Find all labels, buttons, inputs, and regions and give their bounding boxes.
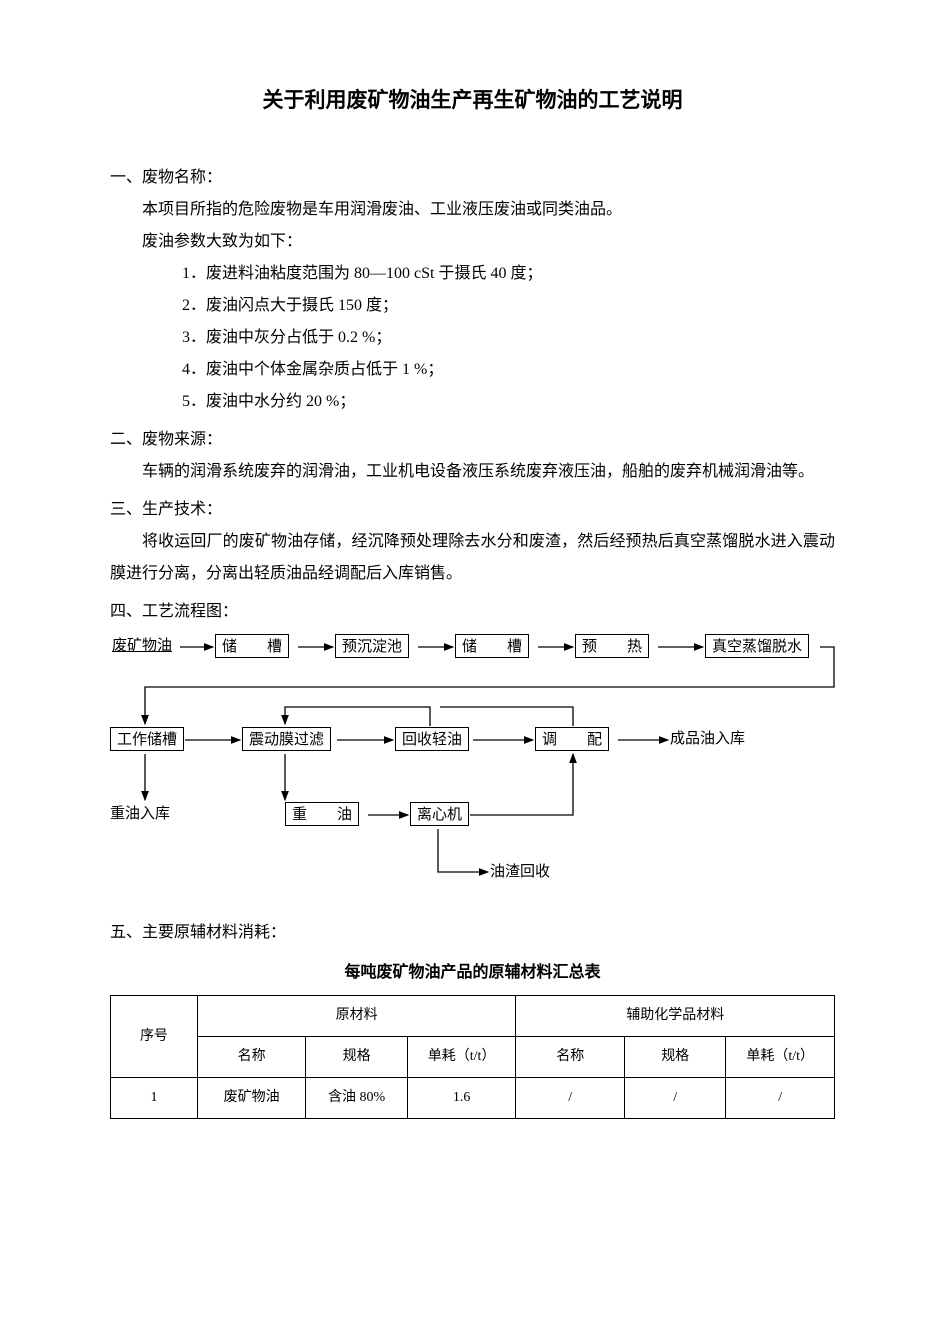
section-1-item-3: 3．废油中灰分占低于 0.2 %； [110,322,835,354]
flowchart-container: 废矿物油 储 槽 预沉淀池 储 槽 预 热 真空蒸馏脱水 工作储槽 震动膜过滤 … [110,632,835,887]
th-raw-unit: 单耗（t/t） [407,1037,516,1078]
th-raw-spec: 规格 [306,1037,407,1078]
section-1-item-1: 1．废进料油粘度范围为 80—100 cSt 于摄氏 40 度； [110,258,835,290]
section-2-p1: 车辆的润滑系统废弃的润滑油，工业机电设备液压系统废弃液压油，船舶的废弃机械润滑油… [110,456,835,488]
section-3-heading: 三、生产技术： [110,494,835,526]
cell-seq: 1 [111,1078,198,1119]
section-4-heading: 四、工艺流程图： [110,596,835,628]
cell-raw-unit: 1.6 [407,1078,516,1119]
th-aux-spec: 规格 [625,1037,726,1078]
cell-aux-name: / [516,1078,625,1119]
table-row: 1 废矿物油 含油 80% 1.6 / / / [111,1078,835,1119]
table-header-row-2: 名称 规格 单耗（t/t） 名称 规格 单耗（t/t） [111,1037,835,1078]
table-header-row-1: 序号 原材料 辅助化学品材料 [111,996,835,1037]
section-5-heading: 五、主要原辅材料消耗： [110,917,835,949]
page-title: 关于利用废矿物油生产再生矿物油的工艺说明 [110,80,835,122]
th-raw: 原材料 [197,996,516,1037]
section-3-p1: 将收运回厂的废矿物油存储，经沉降预处理除去水分和废渣，然后经预热后真空蒸馏脱水进… [110,526,835,590]
cell-raw-spec: 含油 80% [306,1078,407,1119]
materials-table: 序号 原材料 辅助化学品材料 名称 规格 单耗（t/t） 名称 规格 单耗（t/… [110,995,835,1119]
section-2-heading: 二、废物来源： [110,424,835,456]
th-aux-name: 名称 [516,1037,625,1078]
section-1-p1: 本项目所指的危险废物是车用润滑废油、工业液压废油或同类油品。 [110,194,835,226]
cell-raw-name: 废矿物油 [197,1078,306,1119]
section-1-item-5: 5．废油中水分约 20 %； [110,386,835,418]
cell-aux-unit: / [726,1078,835,1119]
table-title: 每吨废矿物油产品的原辅材料汇总表 [110,957,835,989]
section-1-item-2: 2．废油闪点大于摄氏 150 度； [110,290,835,322]
section-1-p2: 废油参数大致为如下： [110,226,835,258]
th-aux: 辅助化学品材料 [516,996,835,1037]
th-aux-unit: 单耗（t/t） [726,1037,835,1078]
flowchart-svg [110,632,835,887]
th-raw-name: 名称 [197,1037,306,1078]
cell-aux-spec: / [625,1078,726,1119]
th-seq: 序号 [111,996,198,1078]
section-1-heading: 一、废物名称： [110,162,835,194]
section-1-item-4: 4．废油中个体金属杂质占低于 1 %； [110,354,835,386]
